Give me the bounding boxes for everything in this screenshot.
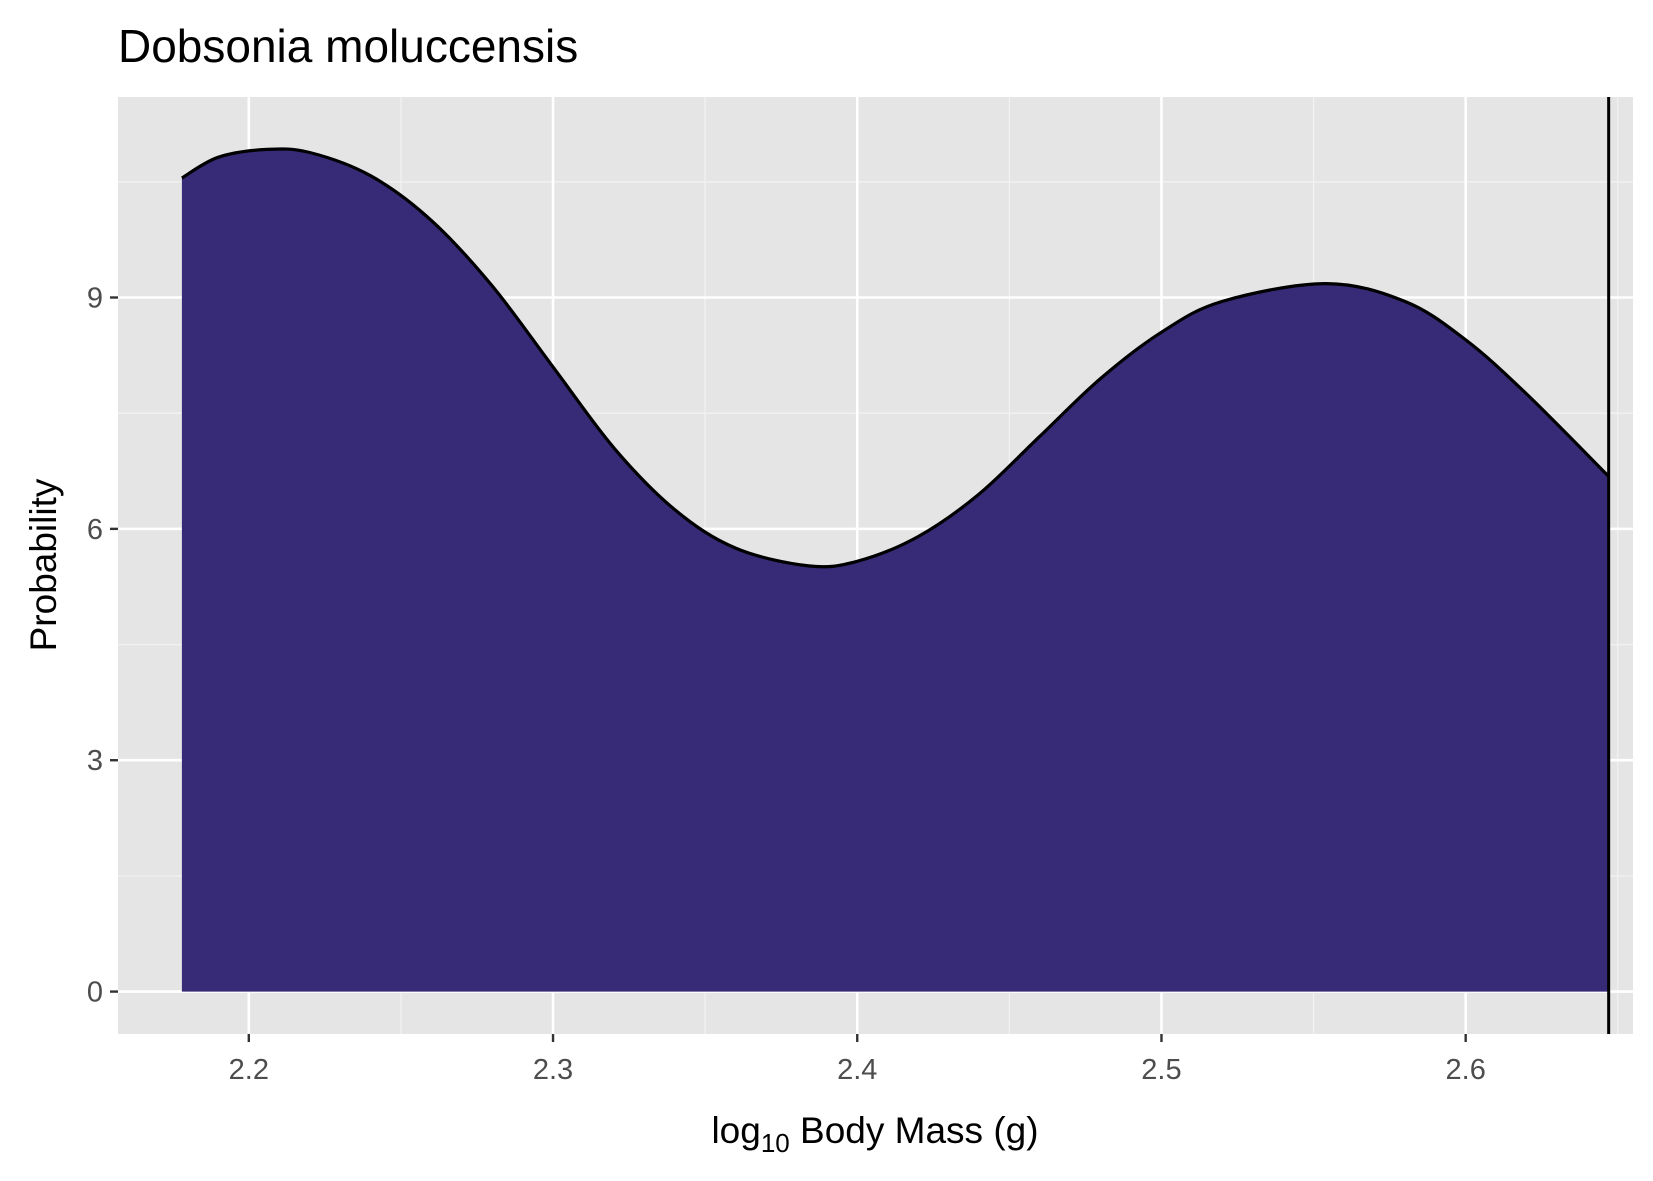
axis-ticks (110, 296, 1467, 1042)
x-tick-label: 2.6 (1446, 1054, 1486, 1086)
y-tick-label: 6 (87, 514, 103, 546)
chart-title: Dobsonia moluccensis (118, 20, 578, 72)
y-tick-label: 3 (87, 745, 103, 777)
density-area (181, 148, 1609, 992)
axis-tick-labels: 2.2 2.3 2.4 2.5 2.6 0 3 6 9 (87, 283, 1486, 1086)
x-axis-title-base: log (711, 1110, 760, 1151)
y-axis-title: Probability (23, 478, 64, 651)
x-tick-label: 2.4 (837, 1054, 877, 1086)
y-tick-label: 0 (87, 977, 103, 1009)
x-axis-title-rest: Body Mass (g) (790, 1110, 1039, 1151)
x-axis-title: log10 Body Mass (g) (711, 1110, 1038, 1158)
density-curve (181, 147, 1610, 569)
x-tick-label: 2.5 (1141, 1054, 1181, 1086)
x-tick-label: 2.2 (229, 1054, 269, 1086)
y-tick-label: 9 (87, 283, 103, 315)
x-tick-label: 2.3 (533, 1054, 573, 1086)
x-axis-title-subscript: 10 (761, 1128, 790, 1158)
series-layer (181, 97, 1611, 1034)
